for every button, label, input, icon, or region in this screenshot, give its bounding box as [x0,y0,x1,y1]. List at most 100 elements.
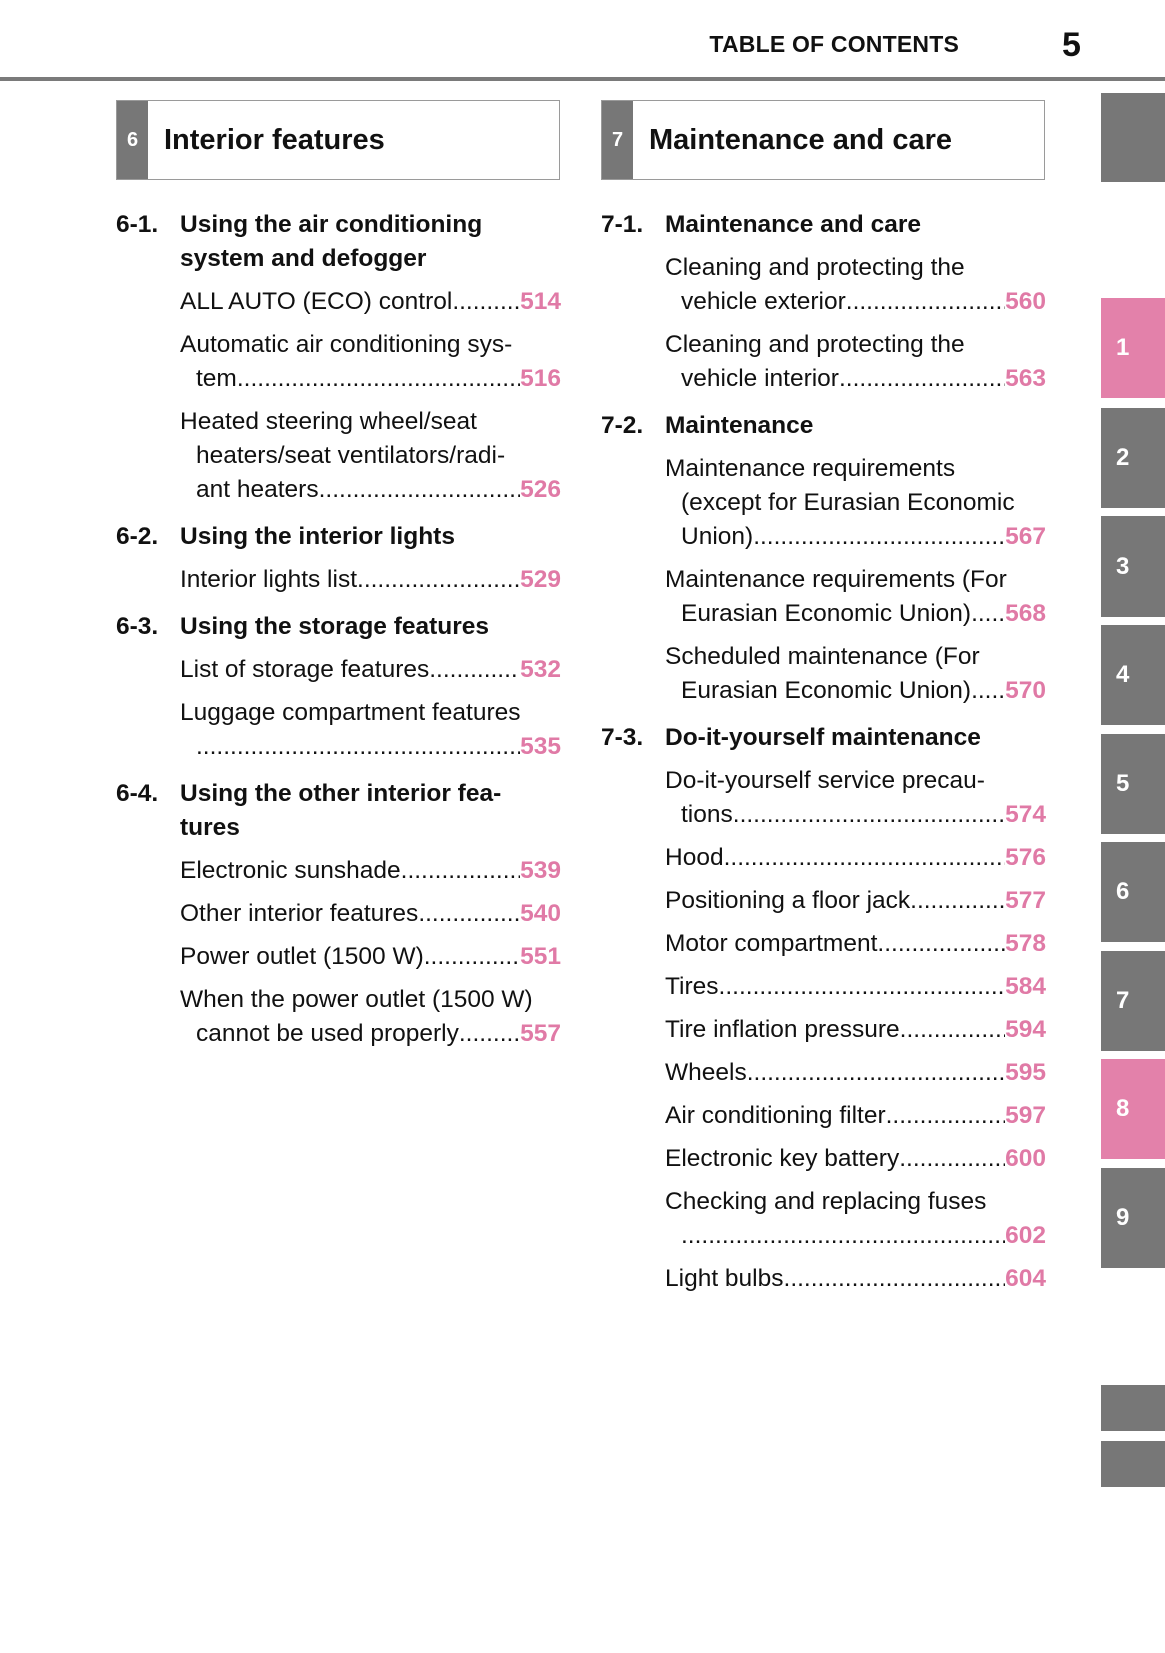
dot-leader [784,1262,1006,1296]
page-link[interactable]: 578 [1005,930,1046,957]
section-title-line: Using the air conditioning [180,211,483,238]
side-tab-blank[interactable] [1101,1385,1165,1431]
page-link[interactable]: 570 [1005,677,1046,704]
section-title-line: Do-it-yourself maintenance [665,724,981,751]
toc-entry[interactable]: Heated steering wheel/seat heaters/seat v… [180,405,561,507]
side-tab-3[interactable]: 3 [1101,516,1165,617]
section-heading[interactable]: 6-4. Using the other interior fea-tures [116,777,561,845]
section-title-line: Using the other interior fea- [180,780,502,807]
page-link[interactable]: 539 [520,857,561,884]
toc-entry[interactable]: Automatic air conditioning sys-tem 516 [180,328,561,396]
entry-line: ALL AUTO (ECO) control 514 [180,285,561,319]
dot-leader [401,854,520,888]
page-link[interactable]: 584 [1005,973,1046,1000]
toc-entry[interactable]: Electronic key battery 600 [665,1142,1046,1176]
entry-text: Electronic sunshade [180,857,401,884]
page-link[interactable]: 560 [1005,288,1046,315]
toc-entry[interactable]: Power outlet (1500 W) 551 [180,940,561,974]
entry-line: Eurasian Economic Union) 570 [665,674,1046,708]
toc-entry[interactable]: Maintenance requirements (For Eurasian Ec… [665,563,1046,631]
page-link[interactable]: 597 [1005,1102,1046,1129]
toc-entry[interactable]: Other interior features 540 [180,897,561,931]
page-link[interactable]: 574 [1005,801,1046,828]
entry-line: vehicle interior 563 [665,362,1046,396]
entry-text: Heated steering wheel/seat [180,408,477,435]
entry-line: Union) 567 [665,520,1046,554]
page-link[interactable]: 602 [1005,1222,1046,1249]
toc-entry[interactable]: Wheels 595 [665,1056,1046,1090]
page-link[interactable]: 557 [520,1020,561,1047]
page-link[interactable]: 577 [1005,887,1046,914]
entry-line: Power outlet (1500 W) 551 [180,940,561,974]
entry-text: Maintenance requirements [665,455,956,482]
section-heading[interactable]: 6-3. Using the storage features [116,610,561,644]
toc-entry[interactable]: Tire inflation pressure 594 [665,1013,1046,1047]
page-link[interactable]: 595 [1005,1059,1046,1086]
page-link[interactable]: 514 [520,288,561,315]
page-link[interactable]: 540 [520,900,561,927]
section-heading[interactable]: 6-2. Using the interior lights [116,520,561,554]
toc-entry[interactable]: Tires 584 [665,970,1046,1004]
page-link[interactable]: 532 [520,656,561,683]
section-number: 7-2. [601,412,644,439]
entry-line: Other interior features 540 [180,897,561,931]
section-heading[interactable]: 7-3. Do-it-yourself maintenance [601,721,1046,755]
page-link[interactable]: 604 [1005,1265,1046,1292]
toc-entry[interactable]: Hood 576 [665,841,1046,875]
toc-entry[interactable]: Light bulbs 604 [665,1262,1046,1296]
page-link[interactable]: 529 [520,566,561,593]
entry-text: Motor compartment [665,930,878,957]
side-tab-1[interactable]: 1 [1101,298,1165,398]
section-title-line: system and defogger [180,245,427,272]
toc-entry[interactable]: List of storage features 532 [180,653,561,687]
page-link[interactable]: 567 [1005,523,1046,550]
toc-entry[interactable]: Interior lights list 529 [180,563,561,597]
toc-entry[interactable]: Maintenance requirements (except for Eura… [665,452,1046,554]
dot-leader [424,940,520,974]
side-tab-4[interactable]: 4 [1101,625,1165,725]
section-heading[interactable]: 7-1. Maintenance and care [601,208,1046,242]
side-tab-6[interactable]: 6 [1101,842,1165,942]
side-tab-9[interactable]: 9 [1101,1168,1165,1268]
entry-text: Positioning a floor jack [665,887,911,914]
dot-leader [971,597,1005,631]
dot-leader [319,473,521,507]
entry-text: Electronic key battery [665,1145,900,1172]
page-link[interactable]: 535 [520,733,561,760]
toc-entry[interactable]: Motor compartment 578 [665,927,1046,961]
entry-text: Power outlet (1500 W) [180,943,424,970]
toc-entry[interactable]: When the power outlet (1500 W) cannot be … [180,983,561,1051]
side-tab-8[interactable]: 8 [1101,1059,1165,1159]
page-link[interactable]: 594 [1005,1016,1046,1043]
page-link[interactable]: 576 [1005,844,1046,871]
toc-entry[interactable]: Air conditioning filter 597 [665,1099,1046,1133]
toc-entry[interactable]: Luggage compartment features 535 [180,696,561,764]
page-link[interactable]: 516 [520,365,561,392]
toc-entry[interactable]: ALL AUTO (ECO) control 514 [180,285,561,319]
entry-line: Wheels 595 [665,1056,1046,1090]
side-tab-blank[interactable] [1101,1441,1165,1487]
side-tab-7[interactable]: 7 [1101,951,1165,1051]
toc-entry[interactable]: Cleaning and protecting the vehicle inter… [665,328,1046,396]
toc-entry[interactable]: Positioning a floor jack 577 [665,884,1046,918]
dot-leader [429,653,520,687]
section-heading[interactable]: 7-2. Maintenance [601,409,1046,443]
section-heading[interactable]: 6-1. Using the air conditioning system and… [116,208,561,276]
side-tab-blank[interactable] [1101,93,1165,182]
side-tab-5[interactable]: 5 [1101,734,1165,834]
page-link[interactable]: 551 [520,943,561,970]
toc-entry[interactable]: Scheduled maintenance (For Eurasian Econo… [665,640,1046,708]
toc-entry[interactable]: Cleaning and protecting the vehicle exter… [665,251,1046,319]
toc-entry[interactable]: Electronic sunshade 539 [180,854,561,888]
toc-entry[interactable]: Do-it-yourself service precau-tions 574 [665,764,1046,832]
entry-line: Tires 584 [665,970,1046,1004]
page-link[interactable]: 600 [1005,1145,1046,1172]
toc-entry[interactable]: Checking and replacing fuses 602 [665,1185,1046,1253]
page-link[interactable]: 563 [1005,365,1046,392]
page-link[interactable]: 568 [1005,600,1046,627]
dot-leader [886,1099,1006,1133]
entry-text: Automatic air conditioning sys- [180,331,513,358]
page-link[interactable]: 526 [520,476,561,503]
section-title: Using the interior lights [180,520,455,554]
side-tab-2[interactable]: 2 [1101,408,1165,508]
